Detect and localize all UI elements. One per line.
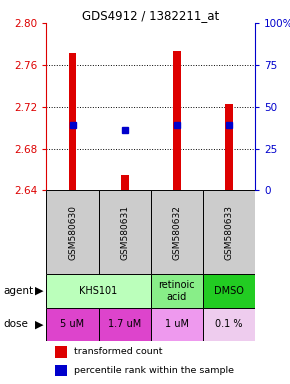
Bar — [151, 308, 203, 341]
Bar — [99, 190, 151, 274]
Text: transformed count: transformed count — [74, 347, 162, 356]
Text: 1 uM: 1 uM — [165, 319, 189, 329]
Text: GSM580630: GSM580630 — [68, 205, 77, 260]
Title: GDS4912 / 1382211_at: GDS4912 / 1382211_at — [82, 9, 220, 22]
Text: ▶: ▶ — [35, 286, 44, 296]
Text: 0.1 %: 0.1 % — [215, 319, 243, 329]
Bar — [203, 190, 255, 274]
Bar — [55, 346, 67, 358]
Bar — [173, 51, 181, 190]
Text: DMSO: DMSO — [214, 286, 244, 296]
Text: retinoic
acid: retinoic acid — [159, 280, 195, 302]
Text: GSM580631: GSM580631 — [120, 205, 129, 260]
Text: GSM580633: GSM580633 — [224, 205, 234, 260]
Bar — [151, 274, 203, 308]
Bar — [46, 190, 99, 274]
Bar — [46, 274, 151, 308]
Bar — [99, 308, 151, 341]
Text: dose: dose — [3, 319, 28, 329]
Text: percentile rank within the sample: percentile rank within the sample — [74, 366, 233, 375]
Text: 1.7 uM: 1.7 uM — [108, 319, 141, 329]
Bar — [55, 364, 67, 376]
Text: KHS101: KHS101 — [79, 286, 118, 296]
Bar — [46, 308, 99, 341]
Bar — [225, 104, 233, 190]
Text: GSM580632: GSM580632 — [172, 205, 182, 260]
Bar — [121, 175, 128, 190]
Text: ▶: ▶ — [35, 319, 44, 329]
Text: 5 uM: 5 uM — [60, 319, 85, 329]
Bar — [203, 308, 255, 341]
Bar — [68, 53, 76, 190]
Text: agent: agent — [3, 286, 33, 296]
Bar — [203, 274, 255, 308]
Bar — [151, 190, 203, 274]
